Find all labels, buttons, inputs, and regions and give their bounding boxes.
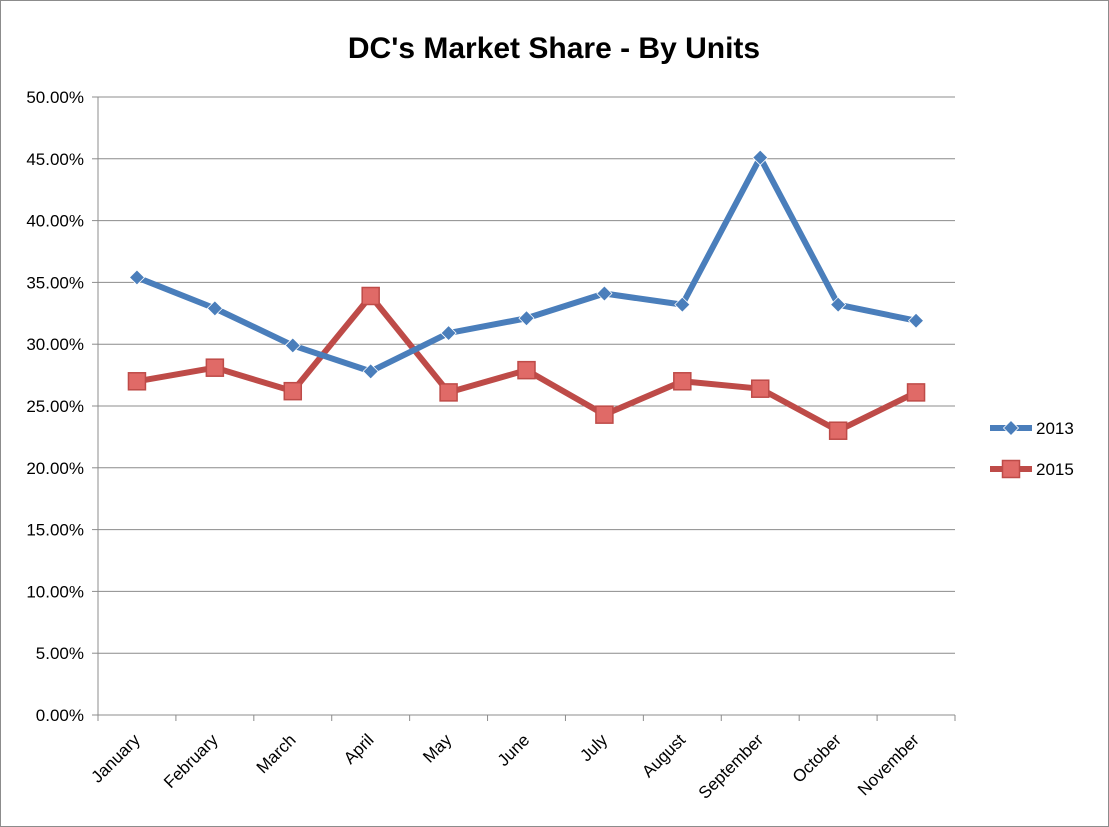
x-tick-label: August — [638, 730, 689, 781]
data-point-2013 — [284, 337, 301, 354]
data-point-2015 — [127, 372, 147, 391]
axes — [92, 96, 956, 721]
y-tick-label: 10.00% — [26, 582, 84, 601]
legend-entry-2013: 2013 — [990, 419, 1074, 438]
data-point-2015 — [361, 286, 380, 306]
x-tick-label: November — [854, 730, 923, 799]
series-line-2013 — [133, 154, 920, 375]
legend-label: 2015 — [1036, 460, 1074, 479]
x-tick-label: June — [494, 730, 534, 770]
data-point-2013 — [830, 296, 847, 313]
data-point-2013 — [674, 296, 691, 313]
legend-label: 2013 — [1036, 419, 1074, 438]
data-point-2015 — [906, 383, 926, 402]
chart-title: DC's Market Share - By Units — [348, 32, 760, 65]
data-point-2013 — [518, 310, 535, 327]
y-tick-label: 50.00% — [26, 88, 84, 107]
x-tick-label: September — [695, 730, 767, 802]
y-tick-label: 0.00% — [36, 706, 84, 725]
y-tick-label: 40.00% — [26, 212, 84, 231]
x-tick-label: October — [789, 730, 845, 786]
x-tick-label: April — [340, 730, 377, 767]
x-tick-label: May — [419, 730, 455, 766]
data-point-2013 — [206, 300, 223, 317]
y-tick-label: 35.00% — [26, 273, 84, 292]
data-point-2015 — [517, 360, 536, 380]
x-tick-label: January — [88, 730, 145, 787]
legend: 2013 2015 — [990, 419, 1074, 479]
y-tick-label: 20.00% — [26, 459, 84, 478]
x-tick-label: March — [253, 730, 300, 777]
data-point-2013 — [596, 285, 613, 302]
y-axis-ticks: 0.00% 5.00% 10.00% 15.00% 20.00% 25.00% 30.00%… — [26, 88, 84, 725]
data-point-2015 — [283, 381, 303, 401]
data-point-2015 — [595, 405, 614, 424]
series-2013 — [128, 149, 925, 380]
legend-entry-2015: 2015 — [990, 459, 1074, 479]
data-point-2015 — [673, 372, 692, 391]
x-axis-ticks: January February March April May June July Augu… — [88, 730, 924, 803]
legend-marker — [1001, 459, 1021, 479]
data-point-2015 — [750, 379, 770, 398]
legend-marker — [1002, 419, 1020, 437]
data-point-2013 — [362, 363, 379, 380]
data-point-2015 — [828, 421, 848, 440]
data-point-2015 — [439, 383, 458, 402]
data-point-2013 — [128, 269, 146, 286]
series-2015 — [127, 286, 926, 440]
y-tick-label: 45.00% — [26, 150, 84, 169]
x-tick-label: July — [576, 730, 611, 765]
y-tick-label: 5.00% — [36, 644, 84, 663]
data-point-2013 — [907, 312, 925, 329]
gridlines — [98, 96, 955, 654]
y-tick-label: 25.00% — [26, 397, 84, 416]
y-tick-label: 30.00% — [26, 335, 84, 354]
data-point-2013 — [752, 149, 769, 166]
data-point-2015 — [205, 358, 225, 377]
series — [127, 149, 926, 440]
x-tick-label: February — [160, 730, 222, 792]
data-point-2013 — [440, 325, 457, 342]
y-tick-label: 15.00% — [26, 521, 84, 540]
